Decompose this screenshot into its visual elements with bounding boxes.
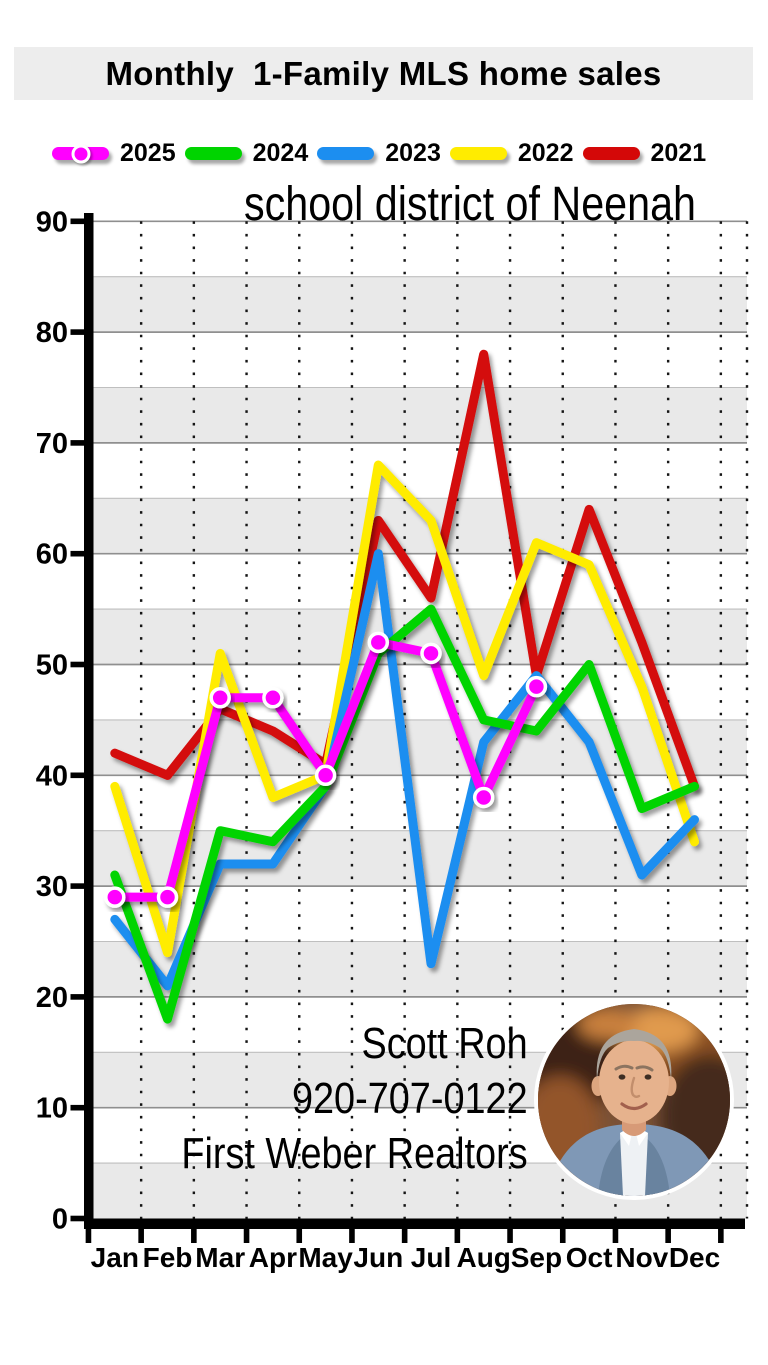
marker-2025	[262, 686, 284, 709]
marker-2025	[472, 786, 495, 809]
y-tick	[70, 994, 85, 1000]
marker-2025	[104, 886, 126, 908]
legend-swatch-2021	[582, 147, 640, 160]
y-tick	[70, 1104, 85, 1111]
x-tick	[401, 1229, 408, 1243]
month-label: Apr	[249, 1242, 297, 1273]
legend-marker-dot	[71, 144, 90, 163]
vertical-dotted-gridlines	[139, 221, 749, 1219]
month-label: Jan	[91, 1242, 139, 1273]
y-tick-label: 90	[36, 206, 68, 238]
x-tick	[559, 1229, 566, 1243]
legend-item-2024[interactable]: 2024	[184, 139, 309, 168]
month-label: Nov	[615, 1242, 668, 1273]
marker-2025	[156, 886, 179, 908]
legend-label-2021: 2021	[650, 139, 707, 167]
x-tick	[454, 1229, 461, 1243]
y-tick-label: 0	[52, 1204, 68, 1236]
month-label: Dec	[669, 1242, 720, 1273]
y-tick-label: 80	[36, 317, 68, 349]
agent-portrait-graphic	[538, 1004, 730, 1196]
y-tick-label: 40	[36, 760, 68, 792]
x-tick	[243, 1229, 250, 1243]
axis-labels: 0 10 20 30 40 50 60 70 80 90 Jan Feb Mar Apr May Jun Jul…	[36, 206, 720, 1273]
x-tick	[138, 1229, 144, 1243]
series-line-2023	[110, 549, 699, 991]
person	[546, 1029, 724, 1196]
x-tick	[296, 1229, 303, 1243]
x-tick	[191, 1229, 197, 1243]
legend-item-2023[interactable]: 2023	[317, 139, 441, 168]
legend-swatch-2025	[52, 144, 109, 163]
y-tick	[70, 550, 85, 557]
contact-name: Scott Roh	[361, 1019, 528, 1068]
series-lines	[104, 349, 699, 1024]
x-axis-bar	[84, 1218, 745, 1229]
month-label: Oct	[566, 1242, 613, 1273]
marker-2025	[367, 631, 390, 654]
marker-2025	[525, 675, 548, 698]
x-tick	[718, 1229, 724, 1243]
y-tick-label: 60	[36, 539, 68, 571]
legend-swatch-2024	[184, 147, 242, 160]
y-tick-label: 30	[36, 871, 68, 903]
y-tick	[70, 883, 85, 889]
axes	[70, 213, 745, 1243]
x-tick	[349, 1229, 355, 1243]
x-tick	[612, 1229, 619, 1243]
y-tick	[70, 329, 85, 335]
y-tick	[70, 440, 85, 446]
chart-title-bar: Monthly 1-Family MLS home sales	[14, 47, 753, 100]
legend-label-2023: 2023	[385, 139, 441, 167]
y-tick	[70, 661, 85, 668]
y-tick	[70, 218, 85, 225]
chart-subtitle: school district of Neenah	[243, 178, 697, 231]
legend-label-2024: 2024	[252, 139, 309, 167]
marker-2025	[209, 686, 231, 709]
y-tick	[70, 1215, 85, 1222]
legend-label-2025: 2025	[120, 139, 176, 167]
marker-2025	[314, 764, 337, 787]
month-label: Mar	[195, 1242, 245, 1273]
legend-swatch-2022	[449, 147, 507, 160]
x-tick	[85, 1229, 92, 1243]
agent-photo	[534, 1000, 734, 1200]
month-label: Sep	[511, 1242, 562, 1273]
contact-company: First Weber Realtors	[181, 1129, 528, 1178]
month-label: Feb	[143, 1242, 193, 1273]
legend-item-2025[interactable]: 2025	[52, 139, 176, 168]
contact-block: Scott Roh 920-707-0122 First Weber Realt…	[182, 1016, 528, 1181]
grid-band	[93, 941, 747, 997]
month-label: May	[298, 1242, 353, 1273]
marker-2025	[420, 642, 442, 665]
y-tick-label: 70	[36, 428, 68, 460]
contact-phone: 920-707-0122	[292, 1074, 528, 1123]
y-tick-label: 20	[36, 982, 68, 1014]
grid-band	[93, 276, 747, 333]
x-tick	[507, 1229, 513, 1243]
y-axis-bar	[84, 213, 94, 1229]
grid-band	[93, 387, 747, 443]
legend-item-2022[interactable]: 2022	[449, 139, 574, 168]
series-line-2024	[110, 604, 699, 1024]
x-tick	[665, 1229, 671, 1243]
legend-swatch-2023	[317, 147, 375, 160]
month-label: Aug	[456, 1242, 510, 1273]
y-tick-label: 10	[36, 1093, 68, 1125]
month-label: Jul	[411, 1242, 451, 1273]
month-label: Jun	[353, 1242, 403, 1273]
y-tick-label: 50	[36, 650, 68, 682]
legend-label-2022: 2022	[517, 139, 574, 167]
chart-legend: 2025 2024 2023 2022 2021	[52, 139, 715, 168]
chart-title: Monthly 1-Family MLS home sales	[105, 54, 662, 92]
legend-item-2021[interactable]: 2021	[582, 139, 707, 168]
y-tick	[70, 772, 85, 779]
